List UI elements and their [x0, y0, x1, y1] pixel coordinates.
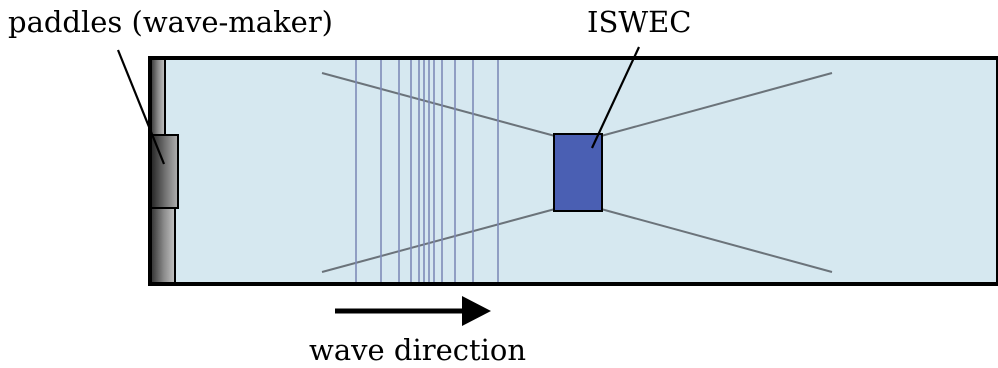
paddle-middle	[150, 135, 178, 208]
paddle-lower	[150, 208, 175, 284]
paddle-upper	[150, 58, 165, 136]
paddles-label: paddles (wave-maker)	[8, 5, 333, 39]
iswec-device	[554, 134, 602, 211]
iswec-label: ISWEC	[587, 5, 692, 39]
wave-direction-arrow	[335, 296, 491, 326]
arrow-head	[462, 296, 491, 326]
wave-direction-label: wave direction	[309, 333, 526, 367]
